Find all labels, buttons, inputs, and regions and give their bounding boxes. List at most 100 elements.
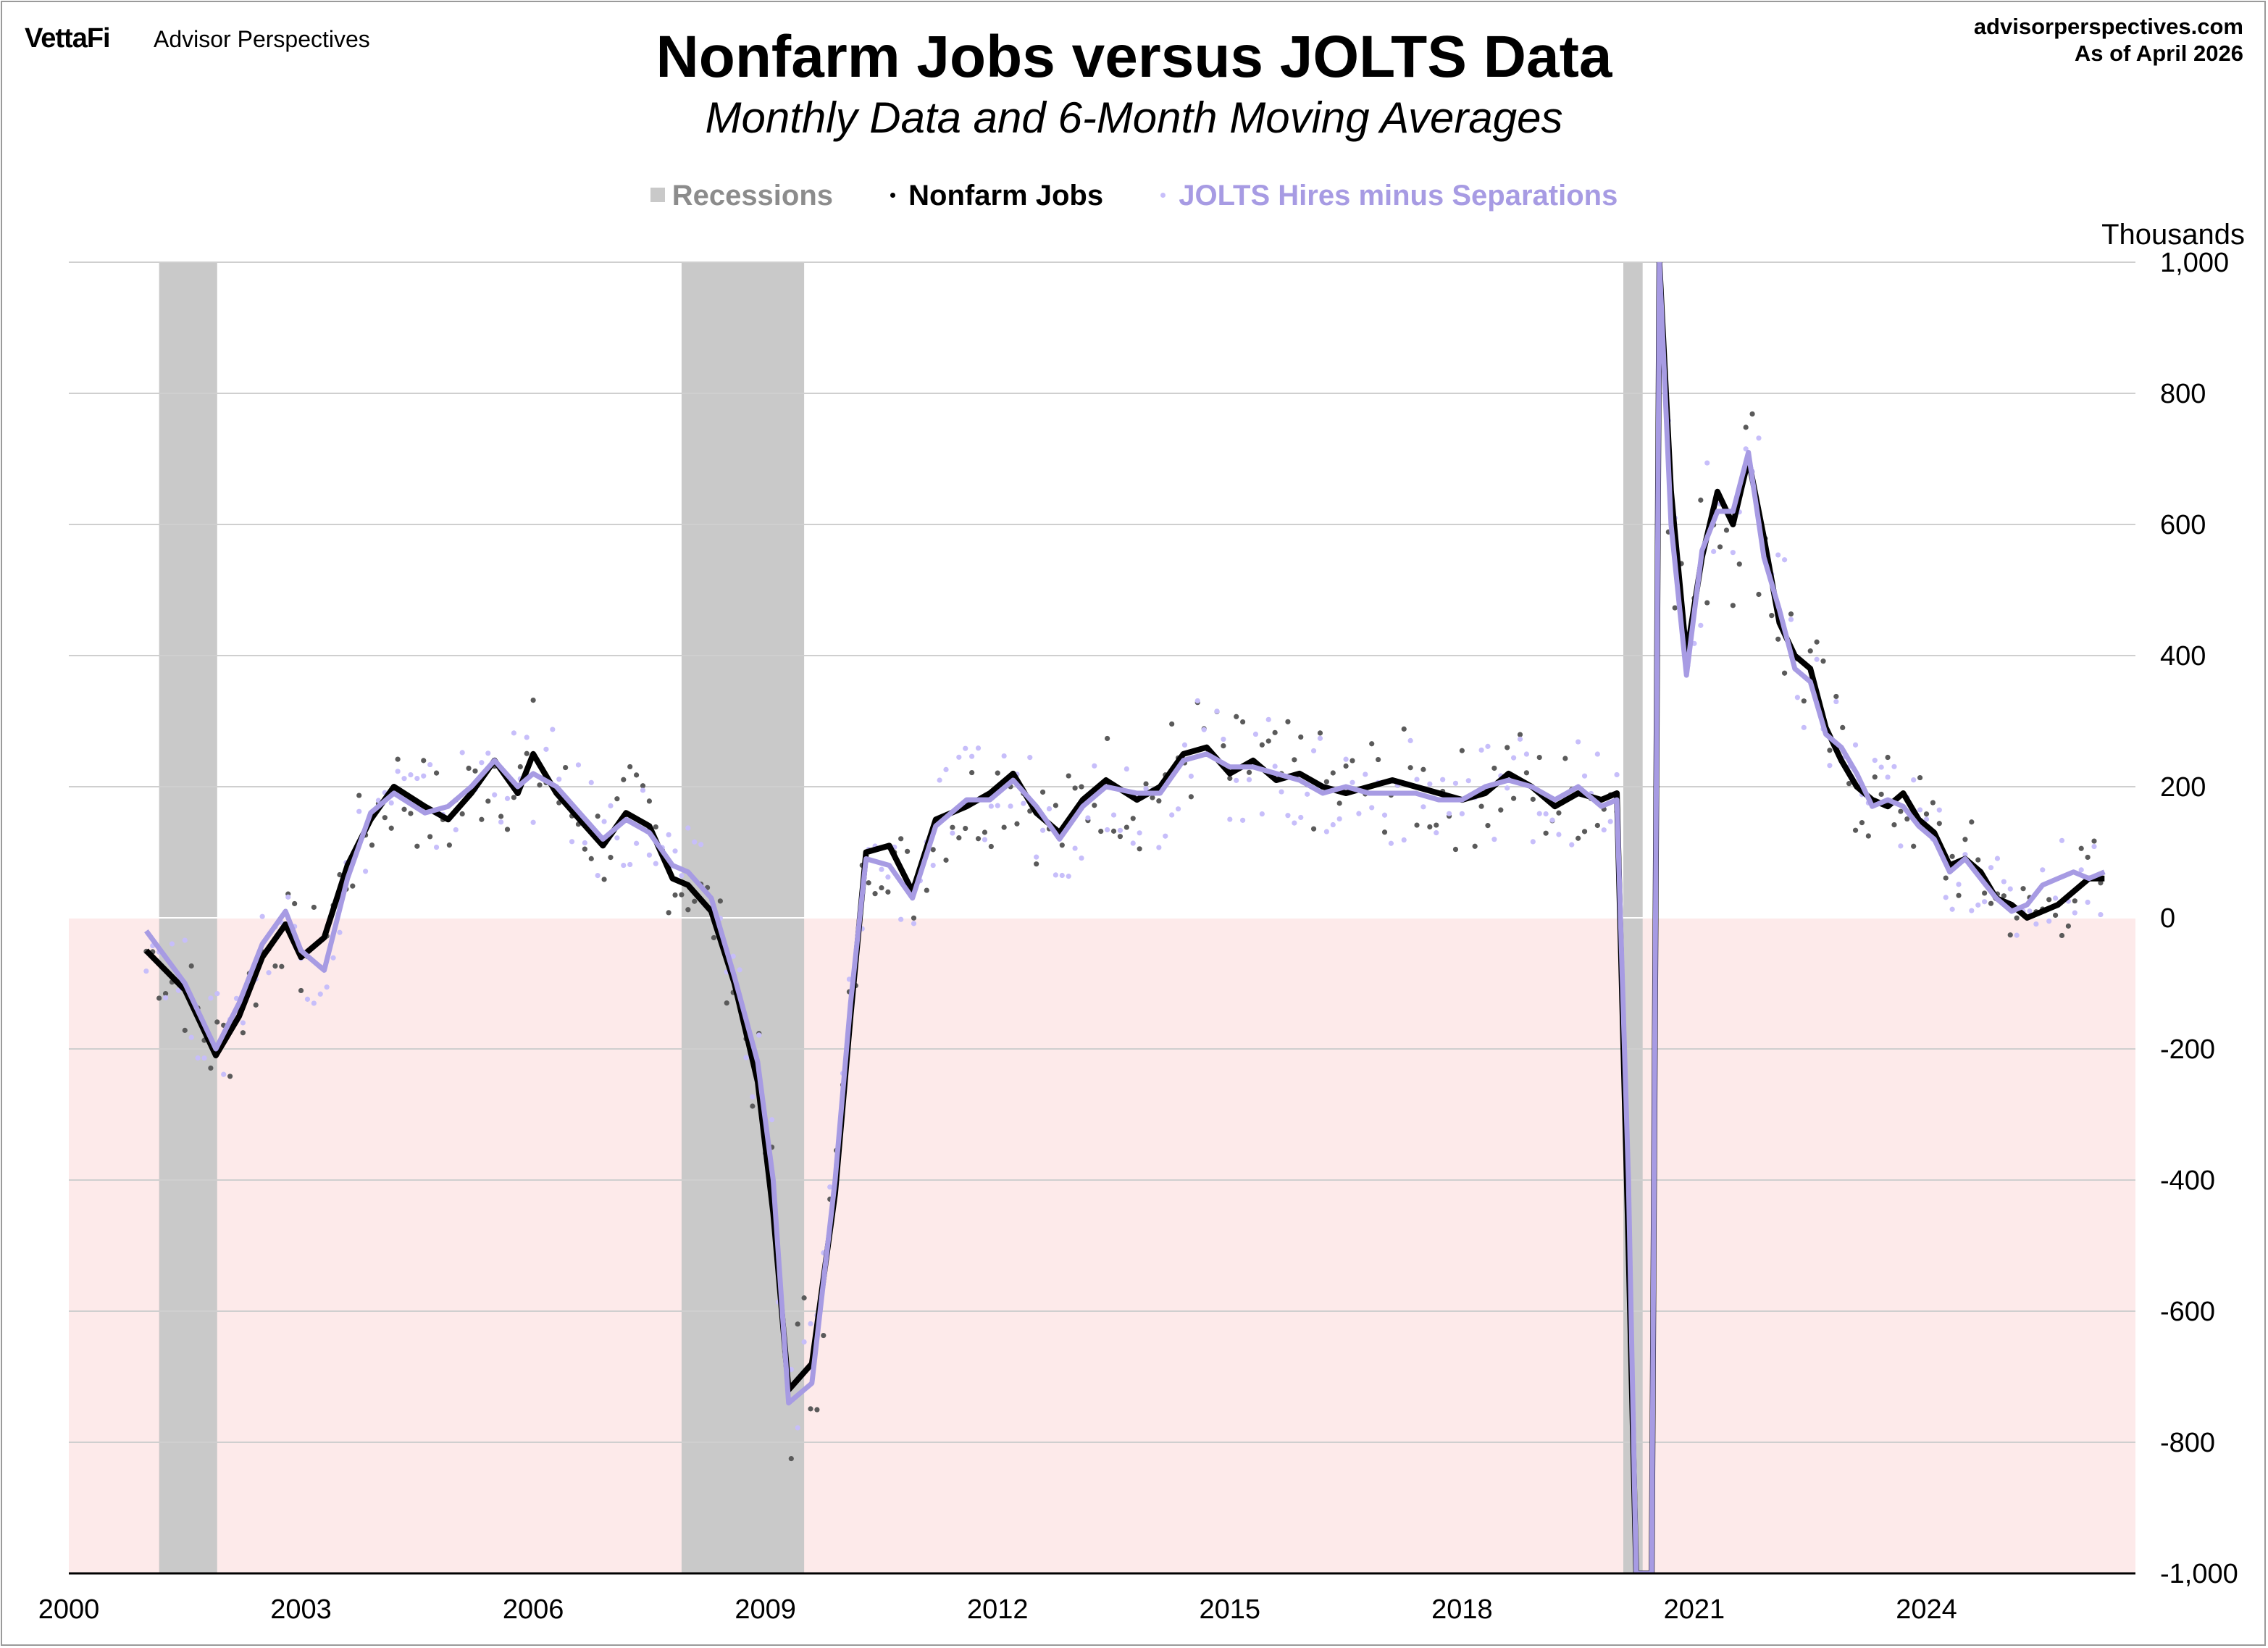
monthly-point-nonfarm <box>614 796 620 802</box>
monthly-point-jolts <box>1698 622 1704 628</box>
monthly-point-nonfarm <box>2020 886 2026 892</box>
monthly-point-jolts <box>1949 906 1955 912</box>
chart-subtitle: Monthly Data and 6-Month Moving Averages <box>705 93 1563 142</box>
monthly-point-jolts <box>1982 899 1988 905</box>
monthly-point-jolts <box>1511 755 1517 761</box>
monthly-point-nonfarm <box>1801 698 1807 704</box>
monthly-point-jolts <box>969 753 975 759</box>
monthly-point-jolts <box>1401 837 1407 843</box>
monthly-point-nonfarm <box>472 768 478 774</box>
monthly-point-jolts <box>1298 814 1304 821</box>
monthly-point-nonfarm <box>1376 756 1381 763</box>
monthly-point-nonfarm <box>427 834 433 840</box>
monthly-point-jolts <box>1240 817 1246 823</box>
source-block: advisorperspectives.com As of April 2026 <box>1974 13 2243 67</box>
monthly-point-nonfarm <box>311 904 317 911</box>
monthly-point-nonfarm <box>950 824 955 830</box>
monthly-point-jolts <box>240 1020 246 1026</box>
y-tick-label: -600 <box>2160 1297 2215 1327</box>
monthly-point-nonfarm <box>446 842 452 848</box>
monthly-point-nonfarm <box>292 900 298 907</box>
monthly-point-jolts <box>2033 921 2039 927</box>
monthly-point-jolts <box>1465 778 1471 784</box>
monthly-point-jolts <box>459 750 465 756</box>
monthly-point-nonfarm <box>240 1030 246 1036</box>
monthly-point-jolts <box>208 995 214 1001</box>
monthly-point-nonfarm <box>2065 923 2071 929</box>
monthly-point-jolts <box>672 848 678 854</box>
monthly-point-jolts <box>1898 843 1904 849</box>
monthly-point-nonfarm <box>188 963 194 969</box>
monthly-point-nonfarm <box>1169 721 1175 727</box>
monthly-point-jolts <box>827 1184 833 1190</box>
monthly-point-jolts <box>1021 800 1026 806</box>
monthly-point-jolts <box>679 873 685 879</box>
monthly-point-jolts <box>1001 753 1007 759</box>
monthly-point-jolts <box>1407 737 1413 743</box>
monthly-point-nonfarm <box>537 782 543 788</box>
monthly-point-jolts <box>337 929 343 935</box>
source-site: advisorperspectives.com <box>1973 14 2243 39</box>
monthly-point-jolts <box>188 1034 194 1040</box>
legend-swatch-nonfarm <box>890 193 896 198</box>
monthly-point-nonfarm <box>717 898 723 904</box>
monthly-point-jolts <box>730 953 736 959</box>
chart-title: Nonfarm Jobs versus JOLTS Data <box>656 24 1612 90</box>
monthly-point-jolts <box>885 874 891 880</box>
monthly-point-nonfarm <box>1317 730 1323 736</box>
x-tick-label: 2009 <box>735 1594 796 1625</box>
monthly-point-jolts <box>162 995 169 1000</box>
monthly-point-nonfarm <box>821 1332 827 1339</box>
monthly-point-nonfarm <box>1478 803 1484 809</box>
monthly-point-nonfarm <box>904 848 911 854</box>
monthly-point-nonfarm <box>1156 798 1162 804</box>
monthly-point-jolts <box>311 1000 317 1006</box>
monthly-point-nonfarm <box>633 772 640 778</box>
monthly-point-nonfarm <box>214 1019 220 1025</box>
x-tick-label: 2006 <box>503 1594 564 1625</box>
monthly-point-jolts <box>1478 747 1484 753</box>
monthly-point-jolts <box>1053 872 1058 878</box>
monthly-point-jolts <box>1814 656 1820 662</box>
monthly-point-jolts <box>1234 777 1239 783</box>
monthly-point-jolts <box>1381 812 1388 818</box>
monthly-point-nonfarm <box>1272 729 1278 735</box>
monthly-point-nonfarm <box>872 891 878 897</box>
monthly-point-jolts <box>1427 781 1433 787</box>
x-tick-label: 2003 <box>270 1594 332 1625</box>
monthly-point-nonfarm <box>1904 816 1910 822</box>
monthly-point-nonfarm <box>1323 779 1329 785</box>
monthly-point-nonfarm <box>279 963 285 969</box>
monthly-point-nonfarm <box>1969 819 1975 825</box>
monthly-point-jolts <box>408 771 414 778</box>
monthly-point-nonfarm <box>1704 600 1710 606</box>
monthly-point-jolts <box>1221 736 1226 743</box>
monthly-point-jolts <box>995 803 1000 808</box>
monthly-point-jolts <box>395 769 401 774</box>
monthly-point-nonfarm <box>1227 775 1233 782</box>
monthly-point-jolts <box>2098 911 2104 918</box>
monthly-point-nonfarm <box>1001 824 1007 830</box>
monthly-point-jolts <box>433 844 440 850</box>
monthly-point-nonfarm <box>1098 828 1104 835</box>
monthly-point-jolts <box>1794 695 1801 700</box>
monthly-point-nonfarm <box>1530 796 1536 802</box>
monthly-point-nonfarm <box>459 811 465 817</box>
monthly-point-nonfarm <box>588 856 594 861</box>
monthly-point-jolts <box>1259 811 1265 817</box>
monthly-point-nonfarm <box>924 887 929 893</box>
monthly-point-nonfarm <box>1092 803 1097 808</box>
monthly-point-jolts <box>1330 821 1336 828</box>
y-tick-label: 0 <box>2160 903 2175 934</box>
monthly-point-jolts <box>1046 806 1053 812</box>
monthly-point-nonfarm <box>1859 820 1865 826</box>
monthly-point-nonfarm <box>711 934 717 941</box>
monthly-point-nonfarm <box>1749 411 1755 417</box>
monthly-point-jolts <box>1505 785 1510 791</box>
brand-logo: VettaFi Advisor Perspectives <box>25 23 370 54</box>
monthly-point-nonfarm <box>1820 658 1826 664</box>
monthly-point-nonfarm <box>1472 843 1478 849</box>
monthly-point-jolts <box>1066 874 1071 879</box>
monthly-point-nonfarm <box>1336 800 1342 806</box>
monthly-point-nonfarm <box>692 898 698 904</box>
